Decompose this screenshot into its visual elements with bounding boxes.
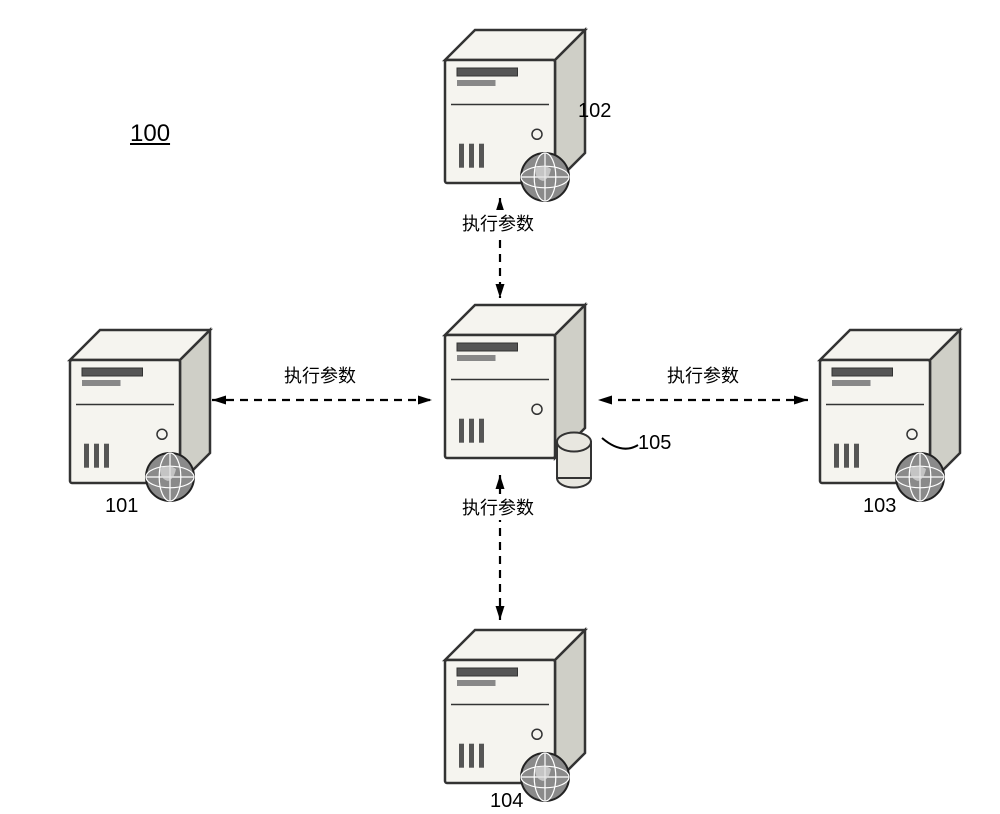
node-label-104: 104 — [490, 790, 523, 813]
figure-id-label: 100 — [130, 120, 170, 148]
server-102 — [445, 30, 585, 201]
server-103 — [820, 330, 960, 501]
server-105 — [445, 305, 591, 488]
edge-label-101-105: 执行参数 — [282, 362, 358, 388]
node-label-102: 102 — [578, 100, 611, 123]
edge-label-102-105: 执行参数 — [460, 210, 536, 236]
edge-101-105 — [212, 396, 432, 405]
node-label-105: 105 — [638, 432, 671, 455]
server-104 — [445, 630, 585, 801]
edge-label-104-105: 执行参数 — [460, 494, 536, 520]
edge-103-105 — [598, 396, 808, 405]
server-101 — [70, 330, 210, 501]
node-label-103: 103 — [863, 495, 896, 518]
node-label-101: 101 — [105, 495, 138, 518]
edge-label-103-105: 执行参数 — [665, 362, 741, 388]
